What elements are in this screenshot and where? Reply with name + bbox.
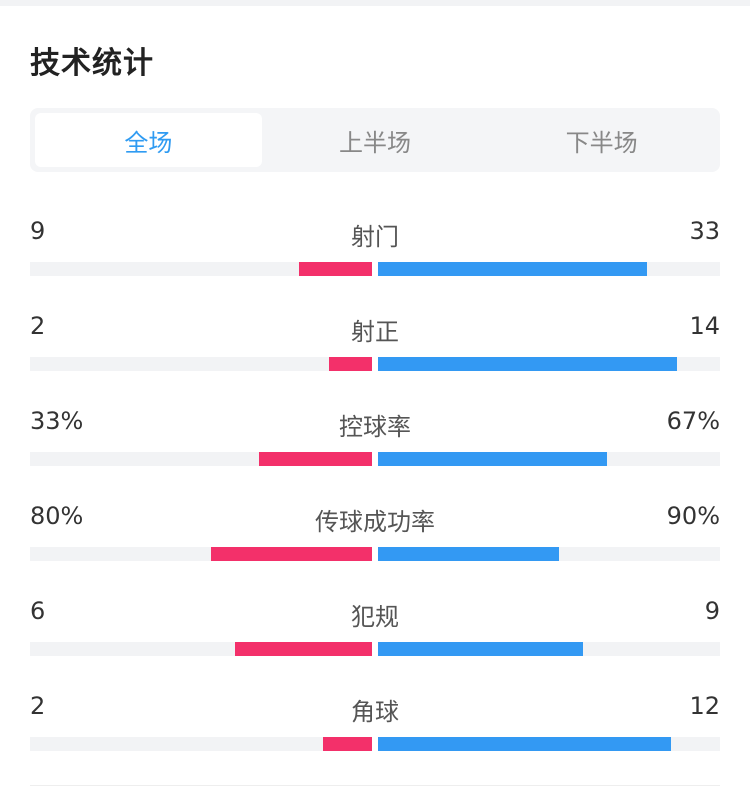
home-bar-fill: [211, 547, 372, 561]
away-bar-track: [378, 452, 720, 466]
away-value: 12: [689, 692, 720, 720]
away-bar-track: [378, 642, 720, 656]
home-bar-track: [30, 452, 372, 466]
home-bar-fill: [323, 737, 372, 751]
tab-first-half[interactable]: 上半场: [339, 128, 411, 157]
away-bar-track: [378, 357, 720, 371]
away-bar-fill: [378, 357, 678, 371]
stat-label: 射正: [351, 318, 399, 346]
away-bar-track: [378, 547, 720, 561]
home-bar-track: [30, 262, 372, 276]
home-bar-fill: [235, 642, 372, 656]
home-bar-fill: [259, 452, 372, 466]
stat-label: 控球率: [339, 413, 411, 441]
stat-label: 角球: [351, 698, 399, 726]
stat-label: 犯规: [351, 603, 399, 631]
home-value: 6: [30, 597, 46, 625]
home-bar-track: [30, 547, 372, 561]
away-bar-track: [378, 737, 720, 751]
tab-full-match[interactable]: 全场: [35, 113, 262, 167]
away-value: 67%: [666, 407, 720, 435]
section-title: 技术统计: [30, 46, 154, 81]
away-bar-fill: [378, 547, 560, 561]
away-value: 14: [689, 312, 720, 340]
home-value: 9: [30, 217, 46, 245]
away-value: 9: [704, 597, 720, 625]
away-bar-track: [378, 262, 720, 276]
home-value: 2: [30, 312, 46, 340]
away-value: 90%: [666, 502, 720, 530]
home-value: 2: [30, 692, 46, 720]
away-bar-fill: [378, 642, 584, 656]
stat-row-possession: 33% 控球率 67%: [30, 395, 720, 475]
top-divider-strip: [0, 0, 750, 6]
away-value: 33: [689, 217, 720, 245]
away-bar-fill: [378, 737, 672, 751]
home-bar-track: [30, 737, 372, 751]
stat-label: 射门: [351, 223, 399, 251]
stat-row-fouls: 6 犯规 9: [30, 585, 720, 665]
stat-row-pass-accuracy: 80% 传球成功率 90%: [30, 490, 720, 570]
stat-label: 传球成功率: [315, 508, 435, 536]
tab-second-half[interactable]: 下半场: [565, 128, 638, 157]
home-bar-fill: [298, 262, 372, 276]
stat-row-shots: 9 射门 33: [30, 205, 720, 285]
home-value: 80%: [30, 502, 84, 530]
away-bar-fill: [378, 452, 608, 466]
home-bar-track: [30, 642, 372, 656]
bottom-divider: [30, 785, 720, 786]
away-bar-fill: [378, 262, 647, 276]
stat-row-corners: 2 角球 12: [30, 680, 720, 760]
period-tabs: 全场 上半场 下半场: [30, 108, 720, 172]
home-bar-track: [30, 357, 372, 371]
stat-row-shots-on-target: 2 射正 14: [30, 300, 720, 380]
home-value: 33%: [30, 407, 84, 435]
home-bar-fill: [329, 357, 372, 371]
